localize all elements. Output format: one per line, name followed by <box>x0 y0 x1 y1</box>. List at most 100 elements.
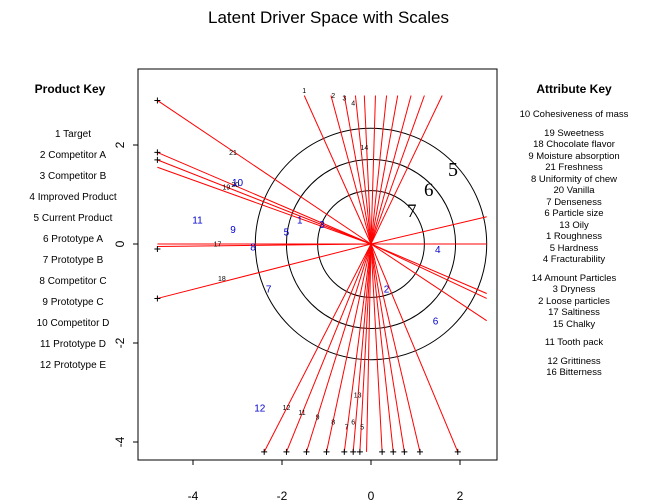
attribute-ray <box>263 243 372 453</box>
product-point-label: 11 <box>192 215 203 226</box>
attribute-ray <box>366 243 372 452</box>
product-key-title: Product Key <box>34 82 106 96</box>
scale-circle-label: 6 <box>424 180 434 201</box>
product-key-item: 9 Prototype C <box>42 297 104 308</box>
ray-endpoint-marker <box>454 448 461 455</box>
attribute-ray-label: 8 <box>331 420 335 427</box>
product-point-label: 10 <box>232 178 244 189</box>
attribute-key-item: 15 Chalky <box>552 318 596 330</box>
ray-endpoint-marker <box>341 448 348 455</box>
ray-endpoint-marker <box>283 448 290 455</box>
ray-endpoint-marker <box>390 448 397 455</box>
y-tick-label: -2 <box>113 337 127 348</box>
attribute-ray-label: 9 <box>316 415 320 422</box>
attribute-ray <box>326 243 372 453</box>
attribute-key-item: 3 Dryness <box>552 284 596 295</box>
attribute-key-item: 8 Uniformity of chew <box>530 173 618 185</box>
attribute-ray <box>370 95 399 245</box>
attribute-key-title: Attribute Key <box>536 82 612 96</box>
attribute-ray <box>305 243 372 453</box>
product-key-item: 11 Prototype D <box>40 339 106 350</box>
attribute-key-item: 16 Bitterness <box>546 367 602 378</box>
ray-endpoint-marker <box>154 97 161 104</box>
ray-endpoint-marker <box>379 448 386 455</box>
scale-circle-label: 5 <box>448 159 458 181</box>
product-point-label: 8 <box>250 242 256 253</box>
x-tick-label: -2 <box>277 489 288 503</box>
ray-endpoint-marker <box>154 245 161 252</box>
attribute-ray <box>370 243 459 453</box>
attribute-ray-label: 21 <box>229 150 237 157</box>
product-point-label: 12 <box>254 403 266 414</box>
attribute-ray <box>370 243 421 453</box>
attribute-ray <box>303 95 372 245</box>
ray-endpoint-marker <box>416 448 423 455</box>
product-point-label: 3 <box>319 220 325 231</box>
attribute-ray-label: 20 <box>231 182 239 189</box>
scale-circle-label: 7 <box>407 201 417 222</box>
attribute-key-item: 19 Sweetness <box>544 127 604 139</box>
attribute-ray <box>354 95 372 245</box>
product-point-label: 4 <box>435 245 441 256</box>
attribute-ray-label: 1 <box>302 88 306 95</box>
attribute-key-group: 12 Grittiness 16 Bitterness <box>492 356 656 379</box>
ray-endpoint-marker <box>303 448 310 455</box>
chart-title: Latent Driver Space with Scales <box>208 8 449 27</box>
attribute-key-item: 20 Vanilla <box>553 185 595 196</box>
attribute-key-item: 12 Grittiness <box>547 355 601 367</box>
attribute-ray-label: 14 <box>360 145 368 152</box>
ray-endpoint-marker <box>356 448 363 455</box>
attribute-ray <box>370 95 388 245</box>
attribute-key-item: 9 Moisture absorption <box>528 150 620 162</box>
attribute-ray <box>370 243 487 294</box>
attribute-ray-label: 18 <box>218 276 226 283</box>
product-point-label: 5 <box>284 228 290 239</box>
attribute-key-item: 21 Freshness <box>545 162 603 173</box>
attribute-ray <box>370 243 405 452</box>
ray-endpoint-marker <box>154 295 161 302</box>
ray-endpoint-marker <box>261 448 268 455</box>
plot-frame <box>137 68 498 461</box>
attribute-key-group: 10 Cohesiveness of mass <box>492 109 656 121</box>
product-key-item: 5 Current Product <box>33 213 113 224</box>
attribute-key-group: 11 Tooth pack <box>492 337 656 349</box>
attribute-ray-label: 4 <box>351 100 355 107</box>
attribute-ray <box>343 95 372 245</box>
attribute-ray <box>157 243 372 299</box>
attribute-ray <box>343 243 372 452</box>
attribute-key-item: 13 Oily <box>559 219 589 231</box>
ray-endpoint-marker <box>154 149 161 156</box>
ray-endpoint-marker <box>350 448 357 455</box>
attribute-ray <box>370 95 425 245</box>
product-key-item: 2 Competitor A <box>39 150 107 161</box>
attribute-key-item: 17 Saltiness <box>548 307 600 318</box>
attribute-ray <box>370 243 383 452</box>
attribute-key-item: 1 Roughness <box>546 231 602 242</box>
product-key-item: 3 Competitor B <box>39 171 107 182</box>
attribute-ray-label: 2 <box>331 93 335 100</box>
y-tick-label: -4 <box>113 436 127 447</box>
y-tick-label: 0 <box>113 240 127 247</box>
attribute-ray <box>370 243 487 322</box>
attribute-ray <box>285 243 372 453</box>
attribute-ray-label: 17 <box>214 241 222 248</box>
product-point-label: 7 <box>266 285 272 296</box>
x-tick-label: -4 <box>188 489 199 503</box>
attribute-ray-label: 6 <box>351 420 355 427</box>
attribute-ray <box>157 100 372 245</box>
attribute-ray-label: 11 <box>298 410 305 417</box>
attribute-ray-label: 5 <box>360 425 364 432</box>
attribute-ray <box>370 95 443 245</box>
attribute-ray <box>370 95 376 245</box>
product-key-item: 4 Improved Product <box>29 192 117 203</box>
attribute-key-item: 18 Chocolate flavor <box>533 139 615 150</box>
attribute-key-group: 19 Sweetness 18 Chocolate flavor 9 Moistur… <box>492 128 656 266</box>
attribute-ray <box>157 159 372 245</box>
product-point-label: 2 <box>384 285 390 296</box>
product-key-list: 1 Target 2 Competitor A 3 Competitor B 4 Im… <box>0 124 146 376</box>
attribute-key-item: 7 Denseness <box>546 196 602 208</box>
attribute-key-item: 11 Tooth pack <box>544 337 604 348</box>
product-point-label: 1 <box>297 215 303 226</box>
attribute-ray <box>370 216 487 245</box>
